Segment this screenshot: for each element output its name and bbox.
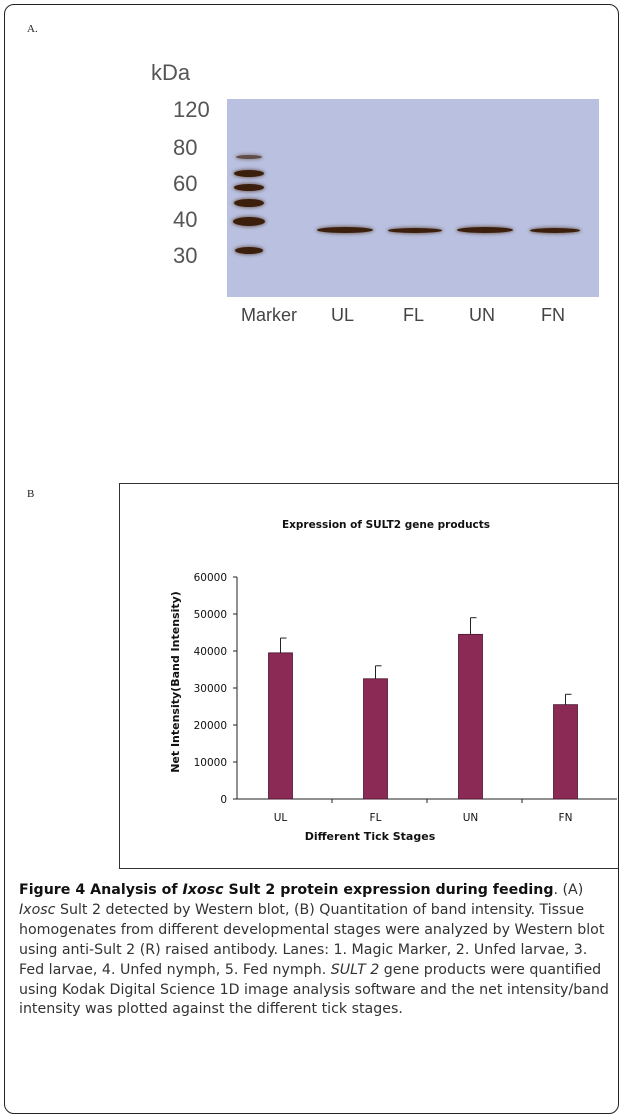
chart-svg: Expression of SULT2 gene products Differ… <box>169 519 617 843</box>
chart-title: Expression of SULT2 gene products <box>282 519 490 531</box>
panel-a-label: A. <box>27 23 38 35</box>
marker-band <box>234 170 264 177</box>
mw-label-40: 40 <box>173 207 198 232</box>
chart-layer: 0 10000 20000 30000 40000 50000 60000 UL FL UN FN <box>194 572 617 824</box>
y-tick-label: 60000 <box>194 572 227 584</box>
caption-title-pre: Figure 4 Analysis of <box>19 882 183 898</box>
lane-label-fn: FN <box>541 305 565 325</box>
band-un <box>457 227 513 233</box>
kda-label: kDa <box>151 60 191 85</box>
y-tick-label: 50000 <box>194 609 227 621</box>
mw-label-60: 60 <box>173 171 198 196</box>
caption-text-2: Sult 2 detected by Western blot, (B) Qua… <box>19 901 605 978</box>
x-tick-label: FN <box>559 812 573 824</box>
caption-text-3: gene products were quantified using Koda… <box>19 961 609 1018</box>
x-tick-label: FL <box>370 812 382 824</box>
caption-italic-1: Ixosc <box>19 901 56 918</box>
y-axis-label: Net Intensity(Band Intensity) <box>169 591 182 773</box>
bar-ul <box>268 652 293 800</box>
caption-text-1: . (A) <box>553 882 584 898</box>
x-tick-label: UN <box>463 812 479 824</box>
lane-label-fl: FL <box>403 305 425 325</box>
caption-title: Figure 4 Analysis of Ixosc Sult 2 protei… <box>19 882 554 898</box>
panel-a: A. kDa 120 80 60 40 30 Marker UL FL UN F… <box>5 5 618 475</box>
bar-fl <box>363 678 388 800</box>
marker-band <box>233 217 265 226</box>
x-tick-label: UL <box>274 812 288 824</box>
mw-label-80: 80 <box>173 135 198 160</box>
mw-label-30: 30 <box>173 243 198 268</box>
x-axis-label: Different Tick Stages <box>305 830 436 843</box>
band-fn <box>530 228 580 233</box>
y-tick-label: 30000 <box>194 683 227 695</box>
caption-italic-2: SULT 2 <box>330 961 380 978</box>
y-tick-label: 40000 <box>194 646 227 658</box>
panel-b-label: B <box>27 488 35 500</box>
figure-caption: Figure 4 Analysis of Ixosc Sult 2 protei… <box>19 881 615 1020</box>
bar-chart: Expression of SULT2 gene products Differ… <box>119 483 618 869</box>
lane-label-un: UN <box>469 305 495 325</box>
marker-band <box>234 199 264 207</box>
y-tick-label: 0 <box>220 794 227 806</box>
y-tick-label: 20000 <box>194 720 227 732</box>
marker-band <box>234 184 264 191</box>
figure-frame: A. kDa 120 80 60 40 30 Marker UL FL UN F… <box>4 4 619 1114</box>
band-ul <box>317 227 373 233</box>
mw-label-120: 120 <box>173 97 210 122</box>
blot-membrane <box>227 99 599 297</box>
bar-fn <box>553 704 578 800</box>
marker-band <box>236 155 262 159</box>
bar-un <box>458 633 483 800</box>
lane-label-ul: UL <box>331 305 355 325</box>
lane-label-marker: Marker <box>241 305 298 325</box>
band-fl <box>388 228 442 233</box>
caption-title-post: Sult 2 protein expression during feeding <box>223 882 554 898</box>
y-tick-label: 10000 <box>194 757 227 769</box>
caption-title-italic: Ixosc <box>182 882 224 898</box>
marker-band <box>235 247 263 254</box>
